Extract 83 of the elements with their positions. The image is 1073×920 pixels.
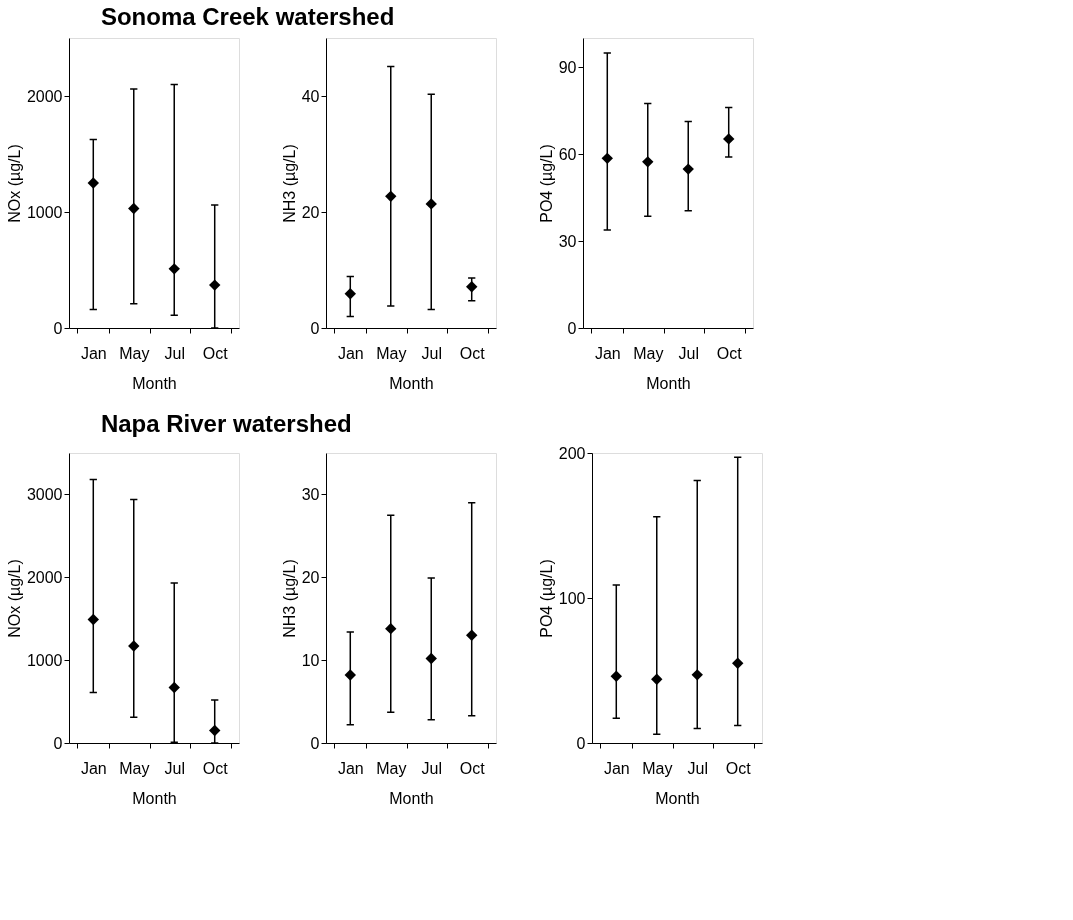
x-tick-label: Oct — [202, 759, 229, 777]
x-tick-label: May — [633, 344, 664, 362]
point — [601, 152, 613, 165]
x-tick-label: Oct — [202, 344, 229, 362]
x-tick-label: May — [642, 759, 673, 777]
point — [682, 163, 694, 175]
y-tick-label: 2000 — [26, 87, 63, 105]
x-tick-label: Jul — [687, 759, 708, 777]
x-tick-label: Jan — [80, 759, 107, 777]
x-axis-title: Month — [646, 374, 691, 392]
y-tick-label: 20 — [301, 203, 320, 221]
point — [691, 669, 703, 681]
x-tick-label: Jan — [80, 344, 107, 362]
chart-title: Napa River watershed — [100, 409, 352, 437]
y-axis-title: PO4 (µg/L) — [537, 559, 555, 638]
y-tick-label: 1000 — [26, 203, 63, 221]
y-tick-label: 90 — [558, 58, 577, 76]
y-tick-label: 2000 — [26, 568, 63, 586]
x-tick-label: Jan — [337, 759, 364, 777]
y-tick-label: 1000 — [26, 651, 63, 669]
x-tick-label: Jan — [337, 344, 364, 362]
chart-title: Sonoma Creek watershed — [100, 2, 395, 30]
y-axis-title: NH3 (µg/L) — [280, 144, 298, 223]
x-tick-label: May — [119, 759, 150, 777]
point — [87, 177, 99, 189]
point — [168, 681, 180, 694]
point — [128, 640, 140, 652]
x-tick-label: Jan — [594, 344, 621, 362]
point — [651, 673, 663, 685]
x-tick-label: Oct — [459, 759, 486, 777]
x-axis-title: Month — [132, 374, 177, 392]
y-tick-label: 100 — [558, 589, 586, 607]
y-tick-label: 200 — [558, 444, 586, 462]
x-tick-label: Oct — [459, 344, 486, 362]
point — [642, 156, 654, 168]
point — [425, 198, 437, 210]
x-tick-label: Jul — [421, 759, 442, 777]
y-tick-label: 30 — [558, 232, 577, 250]
x-axis-title: Month — [132, 789, 177, 807]
point — [385, 190, 397, 203]
x-tick-label: May — [376, 344, 407, 362]
point — [466, 281, 478, 293]
y-tick-label: 0 — [567, 319, 577, 337]
y-axis-title: NH3 (µg/L) — [280, 559, 298, 638]
point — [344, 669, 356, 681]
point — [732, 657, 744, 669]
y-tick-label: 30 — [301, 485, 320, 503]
x-tick-label: Oct — [725, 759, 752, 777]
x-axis-title: Month — [655, 789, 700, 807]
point — [168, 263, 180, 275]
point — [385, 622, 397, 635]
y-tick-label: 0 — [53, 319, 63, 337]
y-axis-title: NOx (µg/L) — [5, 144, 23, 223]
point — [425, 652, 437, 665]
x-axis-title: Month — [389, 374, 434, 392]
point — [209, 279, 221, 291]
point — [344, 288, 356, 300]
y-axis-title: NOx (µg/L) — [5, 559, 23, 638]
x-tick-label: Jul — [164, 759, 185, 777]
x-tick-label: Jul — [678, 344, 699, 362]
y-axis-title: PO4 (µg/L) — [537, 144, 555, 223]
y-tick-label: 40 — [301, 87, 320, 105]
x-tick-label: May — [376, 759, 407, 777]
x-tick-label: Oct — [716, 344, 743, 362]
y-tick-label: 0 — [53, 734, 63, 752]
point — [610, 670, 622, 682]
y-tick-label: 60 — [558, 145, 577, 163]
point — [723, 133, 735, 145]
y-tick-label: 0 — [310, 319, 320, 337]
y-tick-label: 10 — [301, 651, 320, 669]
x-tick-label: Jul — [421, 344, 442, 362]
point — [209, 724, 221, 737]
y-tick-label: 0 — [576, 734, 586, 752]
y-tick-label: 20 — [301, 568, 320, 586]
x-tick-label: May — [119, 344, 150, 362]
y-tick-label: 0 — [310, 734, 320, 752]
x-axis-title: Month — [389, 789, 434, 807]
point — [466, 629, 478, 641]
x-tick-label: Jan — [603, 759, 630, 777]
x-tick-label: Jul — [164, 344, 185, 362]
point — [87, 613, 99, 626]
point — [128, 202, 140, 215]
y-tick-label: 3000 — [26, 485, 63, 503]
